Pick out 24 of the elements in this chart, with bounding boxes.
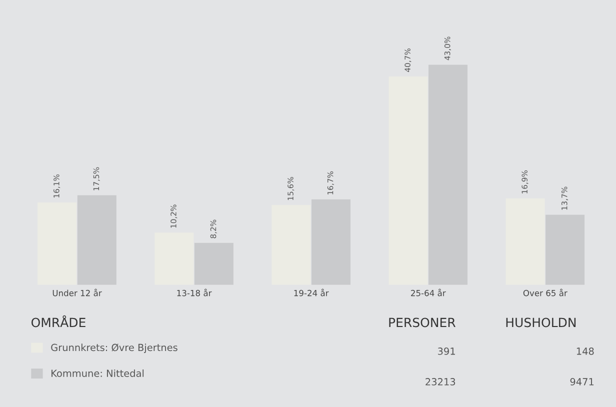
bar [506,198,545,285]
text: OMRÅDE [32,315,86,328]
bar [194,242,234,285]
text: 9471 [570,378,594,386]
bar [77,195,116,285]
x-tick-label: Under 12 år [52,288,102,296]
bar [272,205,311,285]
bar [154,232,194,285]
bar [388,76,428,285]
legend-label: Kommune: Nittedal [52,369,144,377]
text: 148 [576,348,594,355]
bar [38,202,77,285]
text: 23213 [426,378,456,386]
text: 391 [438,348,455,355]
bar [546,214,585,285]
text: HUSHOLDN [506,318,576,328]
bar [428,64,468,285]
legend-label: Grunnkrets: Øvre Bjertnes [51,344,178,354]
text: PERSONER [389,318,456,328]
x-tick-label: 13-18 år [177,288,212,296]
x-tick-label: 19-24 år [294,288,329,296]
bar [311,199,350,285]
x-tick-label: Over 65 år [523,288,568,296]
x-tick-label: 25-64 år [411,288,446,296]
